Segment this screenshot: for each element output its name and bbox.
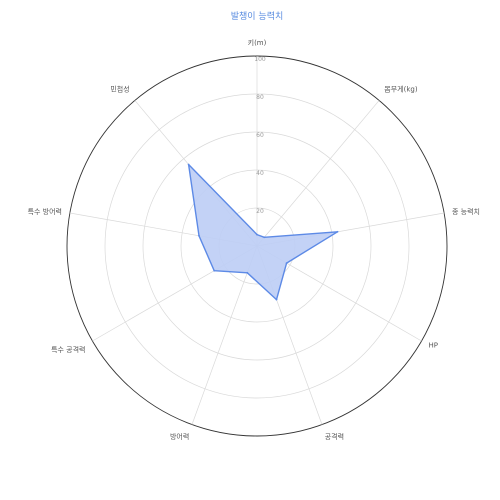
series-point: [246, 271, 249, 274]
series-point: [263, 236, 266, 239]
axis-spoke: [256, 100, 380, 247]
axis-label: 방어력: [170, 432, 189, 441]
axis-label: 특수 방어력: [28, 207, 62, 216]
series-point: [198, 234, 200, 237]
axis-label: 종 능력치: [452, 207, 480, 216]
axis-labels: 키(m) 몸무게(kg) 종 능력치 HP 공격력 방어력 특수 공격력 특수 방어력 민첩성: [28, 38, 480, 441]
tick-labels: 20 40 60 80 100: [254, 56, 266, 215]
axis-label: 몸무게(kg): [384, 84, 418, 93]
tick-label: 80: [256, 94, 264, 101]
axis-label: 민첩성: [110, 84, 129, 93]
tick-label: 60: [256, 132, 264, 139]
series-point: [336, 230, 339, 233]
tick-label: 100: [254, 56, 266, 63]
series-point: [213, 269, 216, 272]
axis-label: 공격력: [325, 433, 344, 441]
radar-series: [187, 163, 339, 301]
series-point: [187, 163, 190, 166]
axis-label: 키(m): [248, 38, 267, 47]
series-point: [256, 233, 258, 236]
axis-label: 특수 공격력: [51, 346, 85, 354]
chart-title: 발챙이 능력치: [231, 10, 284, 22]
series-polygon: [187, 163, 339, 301]
axis-spoke: [191, 245, 258, 425]
tick-label: 40: [256, 170, 264, 177]
series-point: [285, 262, 288, 264]
tick-label: 20: [256, 208, 264, 215]
series-point: [275, 298, 278, 301]
axis-label: HP: [429, 342, 439, 350]
